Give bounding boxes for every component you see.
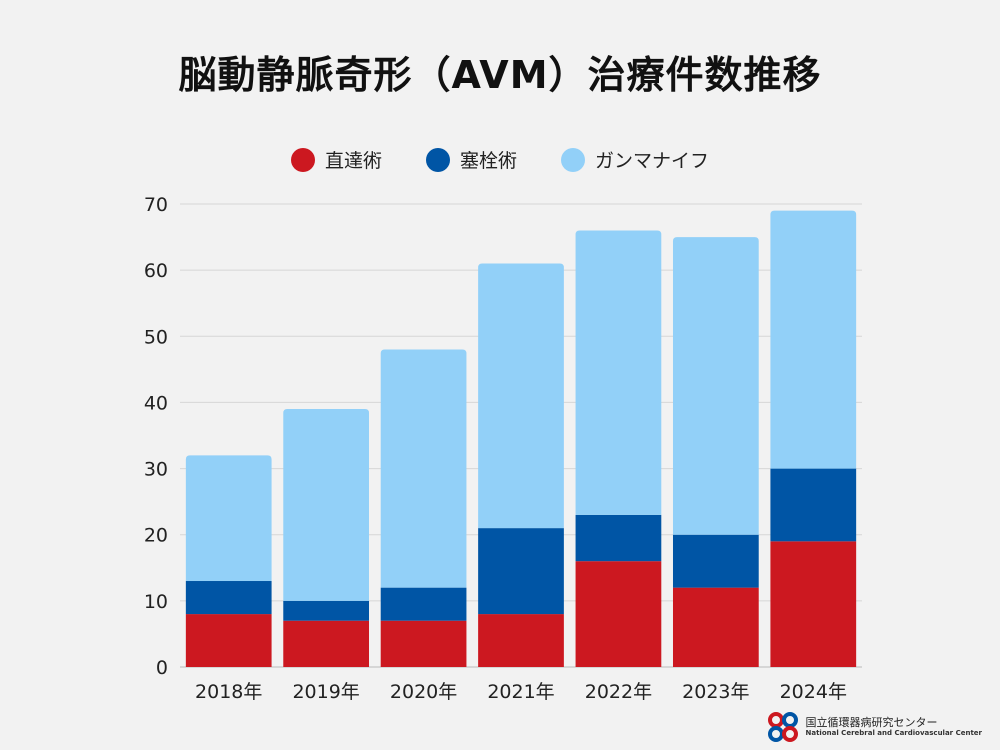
- bar-segment: [185, 614, 272, 667]
- legend-label-direct-surgery: 直達術: [324, 150, 382, 172]
- bar-segment: [672, 237, 759, 535]
- y-tick-label: 70: [144, 194, 168, 216]
- legend-swatch-gamma-knife: [561, 147, 585, 172]
- ncvc-logo-mark-icon: [767, 712, 798, 742]
- x-tick-label: 2023年: [682, 681, 749, 703]
- bar-segment: [770, 541, 857, 667]
- x-tick-label: 2021年: [487, 681, 554, 703]
- y-tick-label: 10: [144, 591, 168, 613]
- logo-name-en: National Cerebral and Cardiovascular Cen…: [805, 729, 983, 738]
- bar-segment: [770, 210, 857, 469]
- bar-segment: [478, 614, 564, 667]
- bar-segment: [380, 587, 467, 621]
- x-tick-label: 2019年: [292, 681, 359, 703]
- bar-segment: [770, 468, 857, 542]
- legend: 直達術 塞栓術 ガンマナイフ: [0, 146, 1000, 173]
- x-tick-label: 2024年: [780, 681, 847, 703]
- bar-segment: [380, 620, 467, 667]
- x-tick-label: 2022年: [585, 681, 652, 703]
- bars: [185, 210, 857, 667]
- bar-segment: [478, 263, 564, 529]
- bar-segment: [185, 455, 272, 582]
- legend-label-embolization: 塞栓術: [459, 150, 517, 172]
- y-tick-label: 40: [144, 392, 168, 414]
- bar-segment: [672, 587, 759, 667]
- y-tick-label: 0: [156, 657, 168, 679]
- y-axis-ticks: 0 10 20 30 40 50 60 70: [144, 194, 168, 679]
- ncvc-logo: 国立循環器病研究センター National Cerebral and Cardi…: [766, 710, 983, 744]
- bar-segment: [575, 561, 662, 667]
- y-tick-label: 60: [144, 260, 168, 282]
- bar-segment: [575, 514, 662, 562]
- bar-segment: [478, 528, 564, 615]
- bar-segment: [380, 349, 467, 588]
- bar-segment: [575, 230, 662, 515]
- bar-segment: [283, 620, 370, 667]
- x-tick-label: 2018年: [195, 681, 262, 703]
- chart-title: 脳動静脈奇形（AVM）治療件数推移: [178, 53, 822, 97]
- legend-item-direct-surgery: 直達術: [290, 146, 382, 173]
- y-tick-label: 20: [144, 525, 168, 547]
- bar-segment: [672, 534, 759, 588]
- bar-segment: [185, 581, 272, 615]
- legend-item-embolization: 塞栓術: [425, 146, 517, 173]
- legend-label-gamma-knife: ガンマナイフ: [595, 150, 710, 172]
- legend-swatch-direct-surgery: [290, 147, 315, 172]
- y-tick-label: 50: [144, 326, 168, 348]
- legend-item-gamma-knife: ガンマナイフ: [561, 146, 709, 173]
- bar-segment: [283, 600, 370, 621]
- x-tick-label: 2020年: [390, 681, 457, 703]
- y-tick-label: 30: [144, 459, 168, 481]
- bar-segment: [283, 409, 370, 601]
- logo-name-jp: 国立循環器病研究センター: [805, 715, 938, 729]
- x-axis-ticks: 2018年 2019年 2020年 2021年 2022年 2023年 2024年: [195, 681, 847, 703]
- legend-swatch-embolization: [425, 147, 450, 172]
